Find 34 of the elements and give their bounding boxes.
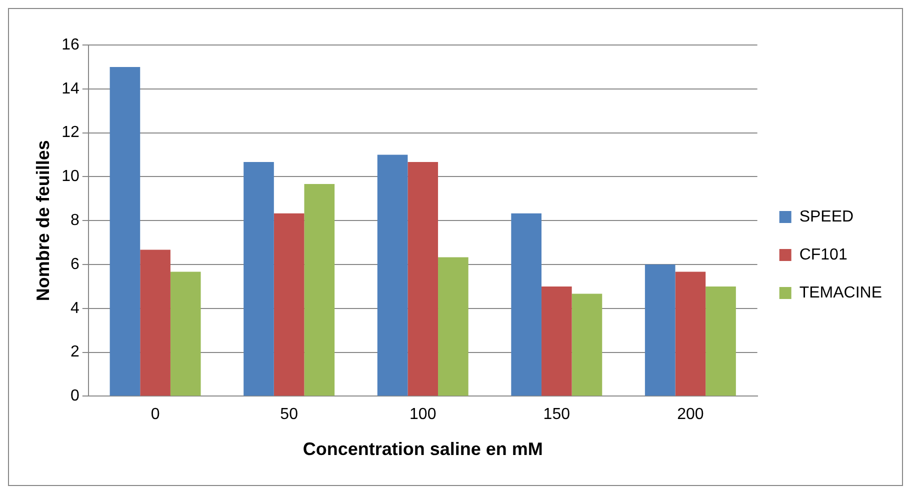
y-tick-label: 14: [62, 80, 80, 98]
bar: [511, 213, 542, 396]
y-tick-label: 12: [62, 124, 80, 142]
x-tick-label: 100: [410, 406, 436, 424]
x-tick-label: 150: [543, 406, 570, 424]
bar: [644, 264, 676, 396]
y-tick-label: 16: [62, 36, 80, 54]
y-tick-label: 10: [62, 168, 80, 186]
bar: [304, 184, 335, 396]
bar: [274, 213, 304, 396]
bar: [377, 154, 408, 396]
bar: [541, 286, 572, 396]
bar: [244, 162, 274, 396]
x-axis-title: Concentration saline en mM: [302, 439, 543, 460]
legend-label: CF101: [799, 246, 848, 264]
y-axis-title: Nombre de feuilles: [32, 140, 53, 302]
x-tick-label: 50: [280, 406, 298, 424]
x-tick-label: 200: [677, 406, 704, 424]
y-tick-label: 6: [70, 256, 80, 273]
y-tick-label: 8: [70, 212, 80, 230]
legend-label: TEMACINE: [799, 284, 882, 302]
bar: [675, 272, 706, 396]
bar: [170, 272, 201, 396]
y-tick-label: 4: [70, 300, 80, 317]
bar: [140, 250, 170, 396]
y-tick-label: 2: [70, 344, 80, 361]
y-tick-label: 0: [70, 388, 80, 405]
x-tick-label: 0: [150, 406, 160, 424]
bar: [110, 66, 140, 396]
bar: [572, 294, 602, 396]
bar: [438, 257, 468, 396]
bar: [706, 286, 736, 396]
bar: [408, 162, 438, 396]
legend-label: SPEED: [799, 208, 854, 226]
